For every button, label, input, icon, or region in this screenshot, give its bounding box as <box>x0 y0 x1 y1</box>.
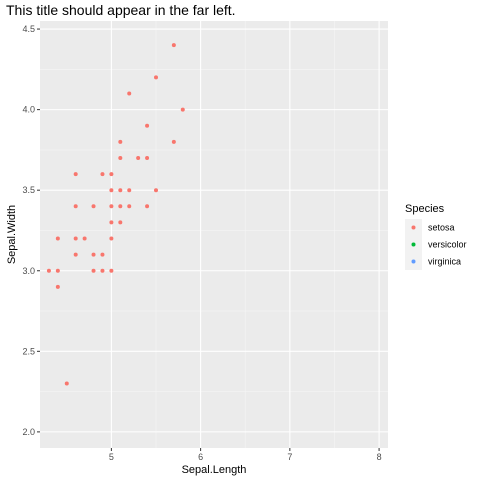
data-point-setosa <box>91 252 96 257</box>
data-point-setosa <box>118 188 123 193</box>
data-point-setosa <box>180 107 185 112</box>
data-point-setosa <box>55 284 60 289</box>
legend-title: Species <box>405 203 445 215</box>
x-axis-title: Sepal.Length <box>182 464 247 476</box>
data-point-setosa <box>100 172 105 177</box>
data-point-setosa <box>73 252 78 257</box>
y-tick-label: 4.5 <box>22 24 35 34</box>
data-point-setosa <box>171 139 176 144</box>
data-point-setosa <box>154 188 158 193</box>
data-point-setosa <box>109 172 114 177</box>
legend-label-virginica: virginica <box>428 257 461 267</box>
x-tick-label: 6 <box>198 452 203 462</box>
major-gridlines <box>40 21 388 448</box>
data-point-setosa <box>55 236 60 241</box>
data-point-setosa <box>145 155 150 160</box>
data-point-setosa <box>73 204 78 209</box>
x-tick-label: 7 <box>287 452 292 462</box>
data-point-setosa <box>154 75 158 80</box>
data-point-setosa <box>100 268 105 273</box>
legend: Species setosa versicolor virginica <box>405 203 467 270</box>
data-point-setosa <box>46 268 51 273</box>
data-point-setosa <box>91 268 96 273</box>
data-point-setosa <box>118 204 123 209</box>
y-tick-label: 3.0 <box>22 266 35 276</box>
y-tick-label: 2.0 <box>22 427 35 437</box>
data-point-setosa <box>100 252 105 257</box>
data-point-setosa <box>118 155 123 160</box>
y-axis: 2.0 2.5 3.0 3.5 4.0 4.5 <box>22 24 40 437</box>
data-points <box>46 43 185 386</box>
legend-swatch-setosa <box>411 225 416 230</box>
data-point-setosa <box>145 123 150 128</box>
y-axis-title: Sepal.Width <box>6 205 18 264</box>
data-point-setosa <box>64 381 69 386</box>
data-point-setosa <box>73 172 78 177</box>
legend-swatch-versicolor <box>411 242 416 247</box>
data-point-setosa <box>109 236 114 241</box>
y-tick-label: 2.5 <box>22 346 35 356</box>
data-point-setosa <box>109 188 114 193</box>
data-point-setosa <box>109 268 114 273</box>
chart-title: This title should appear in the far left… <box>6 2 236 18</box>
data-point-setosa <box>127 204 132 209</box>
data-point-setosa <box>171 43 176 48</box>
data-point-setosa <box>55 268 60 273</box>
data-point-setosa <box>127 188 132 193</box>
legend-label-versicolor: versicolor <box>428 240 467 250</box>
data-point-setosa <box>118 139 123 144</box>
legend-label-setosa: setosa <box>428 223 455 233</box>
plot-panel <box>40 21 388 448</box>
data-point-setosa <box>109 220 114 225</box>
minor-gridlines <box>40 21 388 448</box>
legend-swatch-virginica <box>411 259 416 264</box>
y-tick-label: 3.5 <box>22 185 35 195</box>
data-point-setosa <box>109 204 114 209</box>
data-point-setosa <box>136 155 141 160</box>
legend-entries: setosa versicolor virginica <box>405 219 467 270</box>
data-point-setosa <box>82 236 87 241</box>
x-tick-label: 8 <box>377 452 382 462</box>
y-tick-label: 4.0 <box>22 105 35 115</box>
data-point-setosa <box>127 91 132 96</box>
x-axis: 5 6 7 8 <box>109 448 382 462</box>
data-point-setosa <box>73 236 78 241</box>
data-point-setosa <box>145 204 150 209</box>
x-tick-label: 5 <box>109 452 114 462</box>
data-point-setosa <box>91 204 96 209</box>
data-point-setosa <box>118 220 123 225</box>
